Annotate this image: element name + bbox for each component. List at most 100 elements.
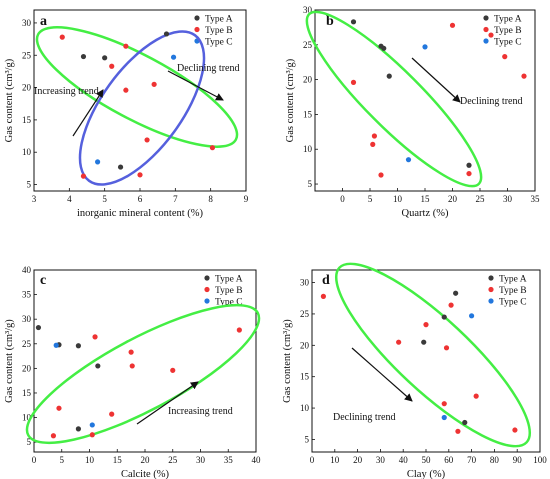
data-point-type-a (462, 419, 468, 426)
panel-letter-d: d (322, 273, 330, 288)
data-point-type-a (102, 55, 108, 61)
data-point-type-c (469, 313, 475, 319)
data-point-type-b (441, 401, 447, 407)
y-tick-label: 15 (22, 388, 32, 398)
data-point-type-b (209, 145, 216, 151)
legend-marker (488, 275, 494, 281)
axes-a: 3 4 5 6 7 8 9 5 10 15 20 25 30 inorganic mineral cont… (4, 9, 249, 219)
x-tick-label: 0 (310, 455, 315, 465)
data-point-type-b (92, 334, 98, 340)
data-point-type-a (453, 290, 459, 296)
legend-label: Type A (494, 15, 522, 25)
x-tick-label: 70 (467, 455, 477, 465)
data-point-type-b (123, 43, 129, 49)
y-tick-label: 30 (300, 278, 310, 288)
legend-marker (204, 298, 210, 304)
data-point-type-a (75, 426, 81, 432)
x-tick-label: 25 (168, 455, 178, 465)
x-tick-label: 20 (353, 455, 363, 465)
x-tick-label: 15 (113, 455, 123, 465)
y-tick-label: 15 (300, 372, 310, 382)
points-a (59, 31, 216, 179)
data-point-type-b (521, 73, 527, 79)
data-point-type-c (170, 54, 177, 60)
data-point-type-b (370, 141, 376, 147)
trend-arrow-up-a (72, 89, 104, 137)
trend-ellipse-green-a (35, 26, 239, 148)
legend-marker (488, 286, 494, 293)
x-tick-label: 5 (368, 194, 373, 204)
y-tick-label: 10 (300, 403, 310, 413)
data-point-type-b (137, 172, 143, 178)
legend-label: Type B (205, 26, 233, 36)
x-tick-label: 5 (60, 455, 65, 465)
data-point-type-b (50, 433, 57, 439)
data-point-type-b (350, 79, 357, 85)
ellipses-b (305, 10, 483, 188)
y-axis-label-b: Gas content (cm³/g) (285, 58, 296, 142)
data-point-type-b (502, 54, 508, 60)
data-point-type-a (466, 162, 472, 168)
trend-arrow-d (351, 347, 413, 402)
x-tick-label: 50 (422, 455, 432, 465)
y-tick-label: 5 (27, 437, 32, 447)
data-point-type-c (422, 44, 428, 50)
y-tick-label: 35 (22, 290, 32, 300)
x-tick-label: 9 (244, 194, 249, 204)
y-tick-label: 30 (22, 314, 32, 324)
x-tick-label: 4 (67, 194, 72, 204)
data-point-type-a (80, 53, 87, 60)
annotation-increasing-c: Increasing trend (168, 406, 233, 417)
legend-label: Type B (215, 286, 243, 296)
x-axis-label-b: Quartz (%) (402, 208, 449, 219)
x-tick-label: 30 (196, 455, 206, 465)
data-point-type-c (89, 422, 95, 428)
trend-arrow-c (136, 381, 199, 425)
data-point-type-b (449, 22, 456, 28)
y-tick-label: 25 (300, 309, 310, 319)
data-point-type-b (129, 363, 135, 369)
panel-b: 0 5 10 15 20 25 30 35 5 10 15 20 25 30 Quartz (%) Gas c… (285, 5, 541, 219)
y-axis-label-d: Gas content (cm³/g) (282, 319, 293, 403)
data-point-type-c (95, 159, 101, 165)
trend-ellipse-green-b (305, 10, 483, 188)
x-tick-label: 100 (533, 455, 547, 465)
x-tick-label: 0 (340, 194, 345, 204)
data-point-type-b (473, 393, 479, 399)
legend-marker (204, 286, 210, 293)
trend-ellipse-blue-a (78, 30, 206, 186)
data-point-type-b (488, 32, 494, 38)
x-tick-label: 10 (85, 455, 95, 465)
legend-label: Type C (215, 298, 243, 308)
data-point-type-b (443, 345, 450, 351)
legend-marker (488, 298, 494, 304)
x-tick-label: 20 (448, 194, 458, 204)
legend-marker (194, 26, 200, 33)
y-tick-label: 20 (303, 75, 313, 85)
y-tick-label: 25 (303, 40, 313, 50)
x-tick-label: 0 (32, 455, 37, 465)
x-tick-label: 10 (330, 455, 340, 465)
legend-marker (483, 38, 489, 44)
data-point-type-b (80, 173, 87, 179)
data-point-type-b (128, 349, 134, 355)
x-tick-label: 7 (173, 194, 178, 204)
x-tick-label: 35 (531, 194, 541, 204)
data-point-type-b (109, 411, 115, 417)
trend-arrow-down-a (167, 70, 224, 101)
data-point-type-b (466, 170, 472, 177)
data-point-type-c (53, 342, 59, 348)
y-tick-label: 5 (308, 179, 313, 189)
points-b (350, 19, 527, 178)
x-tick-label: 30 (376, 455, 386, 465)
y-tick-label: 5 (27, 180, 32, 190)
y-tick-label: 20 (22, 83, 32, 93)
data-point-type-a (381, 45, 387, 51)
legend-marker (194, 15, 200, 21)
legend-marker (483, 26, 489, 33)
x-tick-label: 40 (399, 455, 409, 465)
y-tick-label: 10 (303, 144, 313, 154)
x-tick-label: 8 (208, 194, 213, 204)
data-point-type-b (455, 428, 461, 434)
